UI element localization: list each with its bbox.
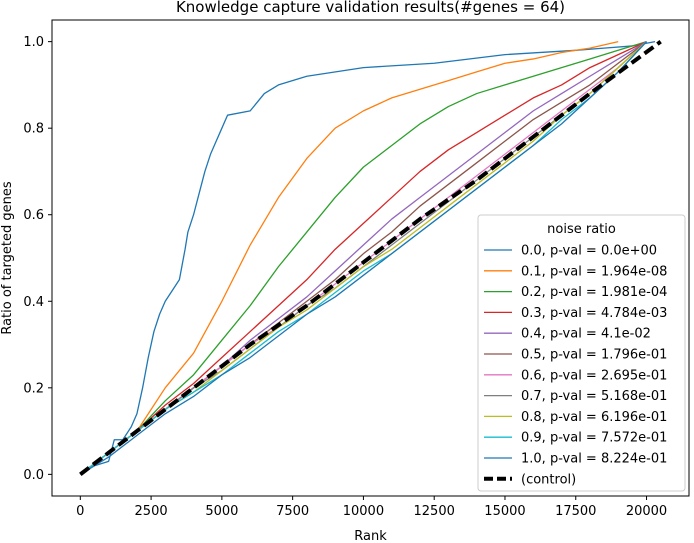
y-axis: 0.0 0.2 0.4 0.6 0.8 1.0 bbox=[23, 35, 52, 483]
y-axis-title: Ratio of targeted genes bbox=[0, 181, 15, 335]
legend-label: 0.5, p-val = 1.796e-01 bbox=[521, 348, 667, 363]
x-tick-label: 12500 bbox=[414, 504, 455, 519]
legend-items: 0.0, p-val = 0.0e+00 0.1, p-val = 1.964e-… bbox=[484, 244, 667, 487]
legend-box bbox=[477, 214, 686, 492]
plot-area bbox=[79, 40, 662, 476]
series-line-10 bbox=[79, 41, 648, 475]
x-axis-title: Rank bbox=[354, 529, 387, 543]
series-line-0 bbox=[79, 41, 656, 475]
y-tick-label: 0.4 bbox=[23, 295, 44, 310]
legend-label: 0.1, p-val = 1.964e-08 bbox=[521, 264, 667, 279]
chart-title: Knowledge capture validation results(#ge… bbox=[176, 0, 565, 16]
legend-label: 0.0, p-val = 0.0e+00 bbox=[521, 244, 657, 259]
y-tick-label: 1.0 bbox=[23, 35, 44, 50]
series-line-1 bbox=[79, 41, 619, 475]
legend-label: 0.7, p-val = 5.168e-01 bbox=[521, 389, 667, 404]
legend-label: 0.6, p-val = 2.695e-01 bbox=[521, 368, 667, 383]
legend-title: noise ratio bbox=[547, 222, 616, 237]
y-tick-label: 0.8 bbox=[23, 122, 44, 137]
x-tick-label: 5000 bbox=[205, 504, 238, 519]
legend-label: (control) bbox=[521, 472, 576, 487]
legend-label: 0.9, p-val = 7.572e-01 bbox=[521, 431, 667, 446]
y-tick-label: 0.0 bbox=[23, 468, 44, 483]
series-line-3 bbox=[79, 41, 647, 475]
legend-label: 0.8, p-val = 6.196e-01 bbox=[521, 410, 667, 425]
legend: noise ratio 0.0, p-val = 0.0e+00 0.1, p-v… bbox=[477, 214, 686, 492]
x-tick-label: 15000 bbox=[484, 504, 525, 519]
legend-label: 0.4, p-val = 4.1e-02 bbox=[521, 327, 651, 342]
y-tick-label: 0.6 bbox=[23, 208, 44, 223]
x-tick-label: 7500 bbox=[276, 504, 309, 519]
legend-label: 0.3, p-val = 4.784e-03 bbox=[521, 306, 667, 321]
x-tick-label: 2500 bbox=[135, 504, 168, 519]
x-tick-label: 10000 bbox=[343, 504, 384, 519]
series-line-control bbox=[79, 40, 662, 476]
y-tick-label: 0.2 bbox=[23, 381, 44, 396]
axes-frame bbox=[51, 19, 690, 497]
series-line-2 bbox=[79, 41, 647, 475]
x-tick-label: 17500 bbox=[555, 504, 596, 519]
x-axis: 0 2500 5000 7500 10000 12500 15000 17500 20000 bbox=[76, 496, 667, 519]
legend-label: 0.2, p-val = 1.981e-04 bbox=[521, 285, 667, 300]
x-tick-label: 0 bbox=[76, 504, 84, 519]
x-tick-label: 20000 bbox=[626, 504, 667, 519]
legend-label: 1.0, p-val = 8.224e-01 bbox=[521, 452, 667, 467]
